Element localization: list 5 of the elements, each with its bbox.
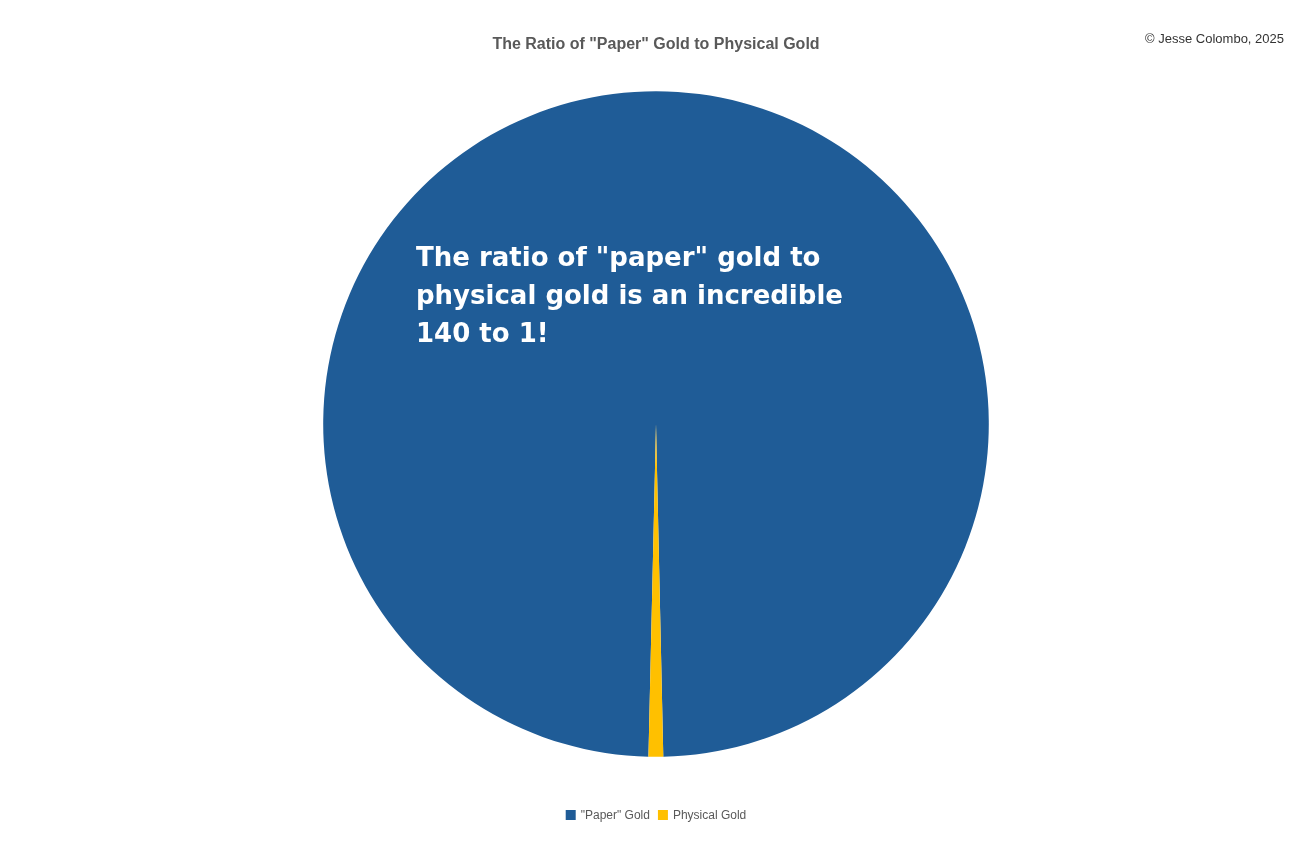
text: © Jesse Colombo, 2025 bbox=[1145, 31, 1285, 46]
text: The ratio of "paper" gold to physical gold is an incredible 140 to 1! bbox=[416, 242, 852, 348]
legend-label: "Paper" Gold bbox=[580, 808, 650, 822]
chart-title: The Ratio of "Paper" Gold to Physical Gold bbox=[492, 34, 820, 52]
legend-label: Physical Gold bbox=[672, 808, 747, 822]
